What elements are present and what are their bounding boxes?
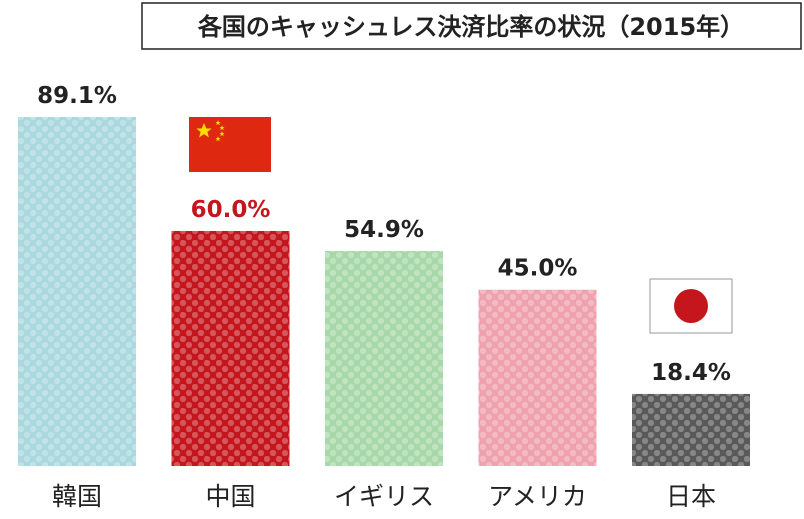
bar <box>632 393 750 466</box>
bar-pattern <box>632 393 750 466</box>
bar <box>478 289 597 466</box>
china-flag-icon <box>189 117 271 172</box>
bar-pattern <box>478 289 597 466</box>
bar <box>171 230 290 466</box>
bar <box>18 117 136 466</box>
category-label: 中国 <box>205 482 255 511</box>
value-label: 45.0% <box>498 256 578 282</box>
bar <box>325 250 443 466</box>
value-label: 18.4% <box>651 360 731 386</box>
labels-layer: 89.1% 60.0% 54.9% 45.0% 18.4% <box>37 83 731 386</box>
category-label: 日本 <box>666 482 716 511</box>
bar-pattern <box>325 250 443 466</box>
chart-title-box <box>141 2 802 50</box>
value-label: 89.1% <box>37 83 117 109</box>
chart-title: 各国のキャッシュレス決済比率の状況（2015年） <box>197 13 744 41</box>
japan-flag-icon <box>649 278 733 334</box>
category-label: 韓国 <box>52 482 102 511</box>
bar-pattern <box>171 230 290 466</box>
bars-layer <box>18 117 750 466</box>
category-label: イギリス <box>334 482 434 511</box>
value-label: 60.0% <box>191 197 271 223</box>
bar-pattern <box>18 117 136 466</box>
category-labels: 韓国 中国 イギリス アメリカ 日本 <box>52 482 716 511</box>
value-label: 54.9% <box>344 217 424 243</box>
category-label: アメリカ <box>488 482 587 511</box>
